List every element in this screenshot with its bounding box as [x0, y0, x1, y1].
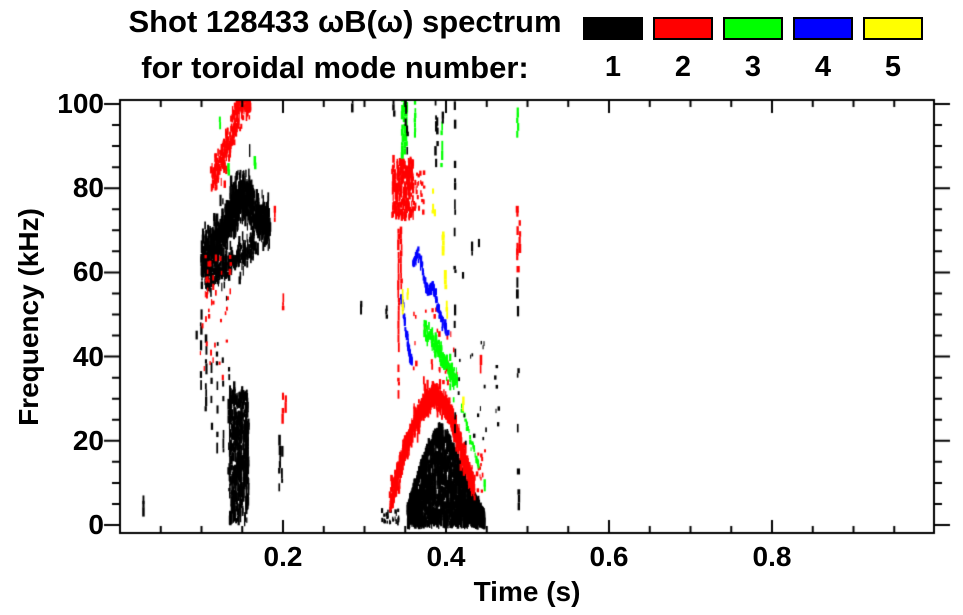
x-tick-label: 0.6	[589, 541, 629, 572]
y-tick-label: 40	[72, 340, 104, 372]
x-tick-label: 0.8	[752, 541, 792, 572]
y-tick-label: 100	[57, 88, 104, 119]
x-tick-label: 0.4	[426, 541, 466, 572]
x-tick-label: 0.2	[263, 541, 303, 572]
y-tick-label: 60	[72, 256, 104, 288]
y-tick-label: 20	[72, 424, 104, 456]
y-tick-label: 80	[72, 172, 104, 204]
x-axis-title: Time (s)	[473, 576, 581, 607]
y-axis-title: Frequency (kHz)	[13, 208, 44, 426]
y-tick-label: 0	[88, 509, 104, 540]
